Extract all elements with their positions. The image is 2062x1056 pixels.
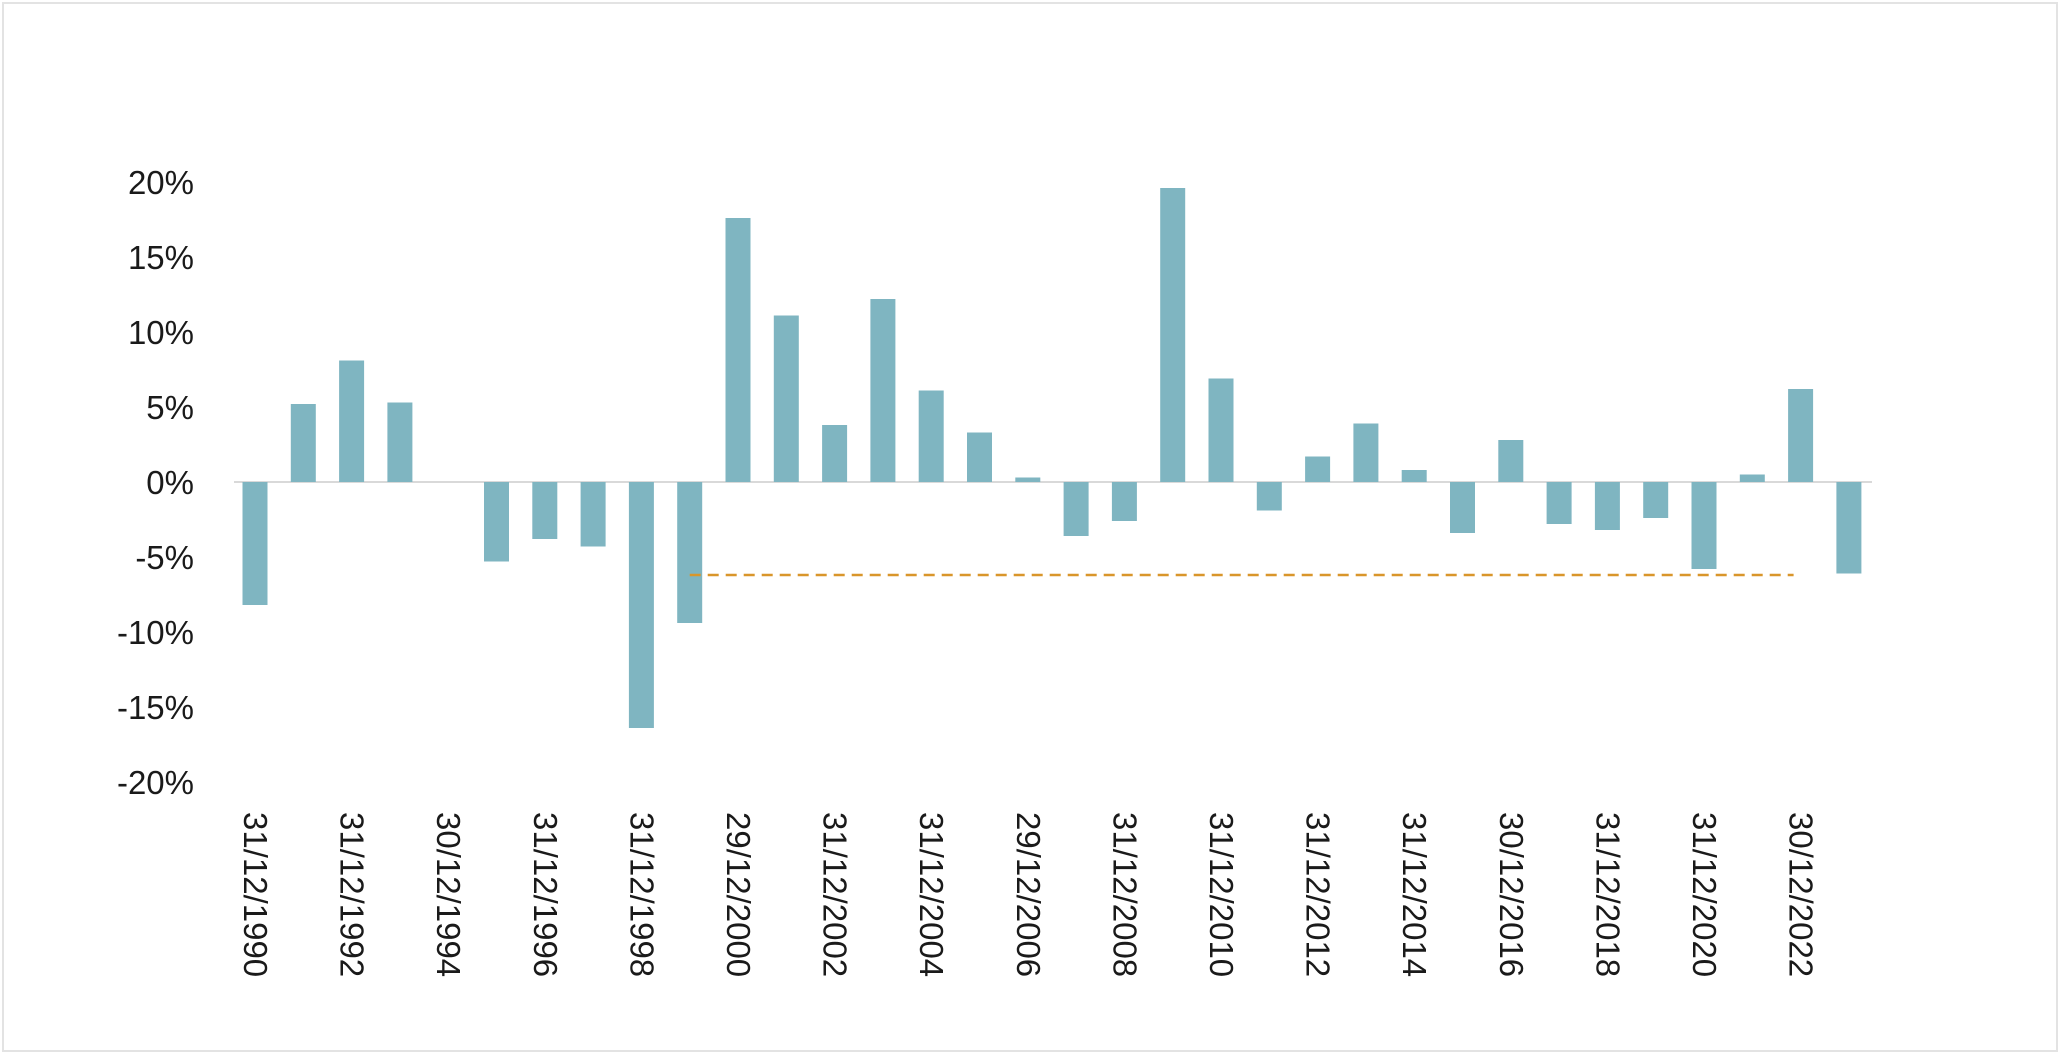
bar	[242, 482, 268, 605]
y-tick-label: -5%	[135, 539, 194, 576]
bar	[725, 218, 751, 482]
x-tick-label: 31/12/2020	[1686, 812, 1723, 977]
y-tick-label: -20%	[117, 764, 194, 801]
x-tick-label: 31/12/1998	[623, 812, 660, 977]
y-tick-label: 20%	[128, 164, 194, 201]
bar	[677, 482, 703, 623]
x-tick-label: 29/12/2006	[1010, 812, 1047, 977]
bar	[1691, 482, 1717, 569]
bar	[1450, 482, 1475, 533]
x-tick-label: 31/12/2004	[913, 812, 950, 977]
bar	[822, 425, 848, 482]
bar	[1594, 482, 1620, 530]
bars	[242, 188, 1862, 728]
bar	[773, 315, 799, 482]
bar	[1015, 477, 1041, 482]
bar	[1546, 482, 1572, 524]
y-tick-label: -15%	[117, 689, 194, 726]
x-tick-label: 30/12/1994	[430, 812, 467, 977]
x-tick-label: 30/12/2022	[1783, 812, 1820, 977]
bar	[1063, 482, 1089, 536]
bar	[1643, 482, 1669, 518]
bar	[1836, 482, 1862, 574]
bar	[1739, 474, 1765, 482]
y-tick-label: 15%	[128, 239, 194, 276]
x-tick-label: 31/12/2014	[1396, 812, 1433, 977]
bar	[1305, 456, 1331, 482]
bar	[967, 432, 992, 482]
x-tick-label: 31/12/2012	[1300, 812, 1337, 977]
bar	[580, 482, 606, 547]
x-tick-label: 31/12/1990	[237, 812, 274, 977]
bar	[918, 390, 944, 482]
bar	[1208, 378, 1234, 482]
bar-chart: 20%15%10%5%0%-5%-10%-15%-20% 31/12/1990 3…	[117, 164, 1872, 977]
bar	[290, 404, 316, 482]
x-axis: 31/12/1990 31/12/1992 30/12/1994 31/12/1996…	[237, 812, 1820, 977]
bar	[1256, 482, 1282, 511]
x-tick-label: 31/12/1996	[527, 812, 564, 977]
bar	[628, 482, 654, 728]
bar	[1498, 440, 1524, 482]
bar	[1111, 482, 1137, 521]
x-tick-label: 31/12/2008	[1106, 812, 1143, 977]
bar	[1160, 188, 1186, 482]
bar	[870, 299, 896, 482]
x-tick-label: 30/12/2016	[1493, 812, 1530, 977]
y-tick-label: -10%	[117, 614, 194, 651]
x-tick-label: 31/12/2018	[1589, 812, 1626, 977]
x-tick-label: 31/12/1992	[334, 812, 371, 977]
y-tick-label: 10%	[128, 314, 194, 351]
y-tick-label: 5%	[146, 389, 194, 426]
bar	[387, 402, 413, 482]
x-tick-label: 31/12/2002	[817, 812, 854, 977]
y-tick-label: 0%	[146, 464, 194, 501]
x-tick-label: 29/12/2000	[720, 812, 757, 977]
y-axis: 20% 15% 10% 5% 0% -5% -10% -15% -20%	[117, 164, 194, 801]
x-tick-label: 31/12/2010	[1203, 812, 1240, 977]
bar	[1401, 470, 1427, 482]
bar	[1788, 389, 1814, 482]
bar	[484, 482, 509, 562]
bar	[339, 360, 365, 482]
bar	[1353, 423, 1379, 482]
bar	[532, 482, 558, 539]
